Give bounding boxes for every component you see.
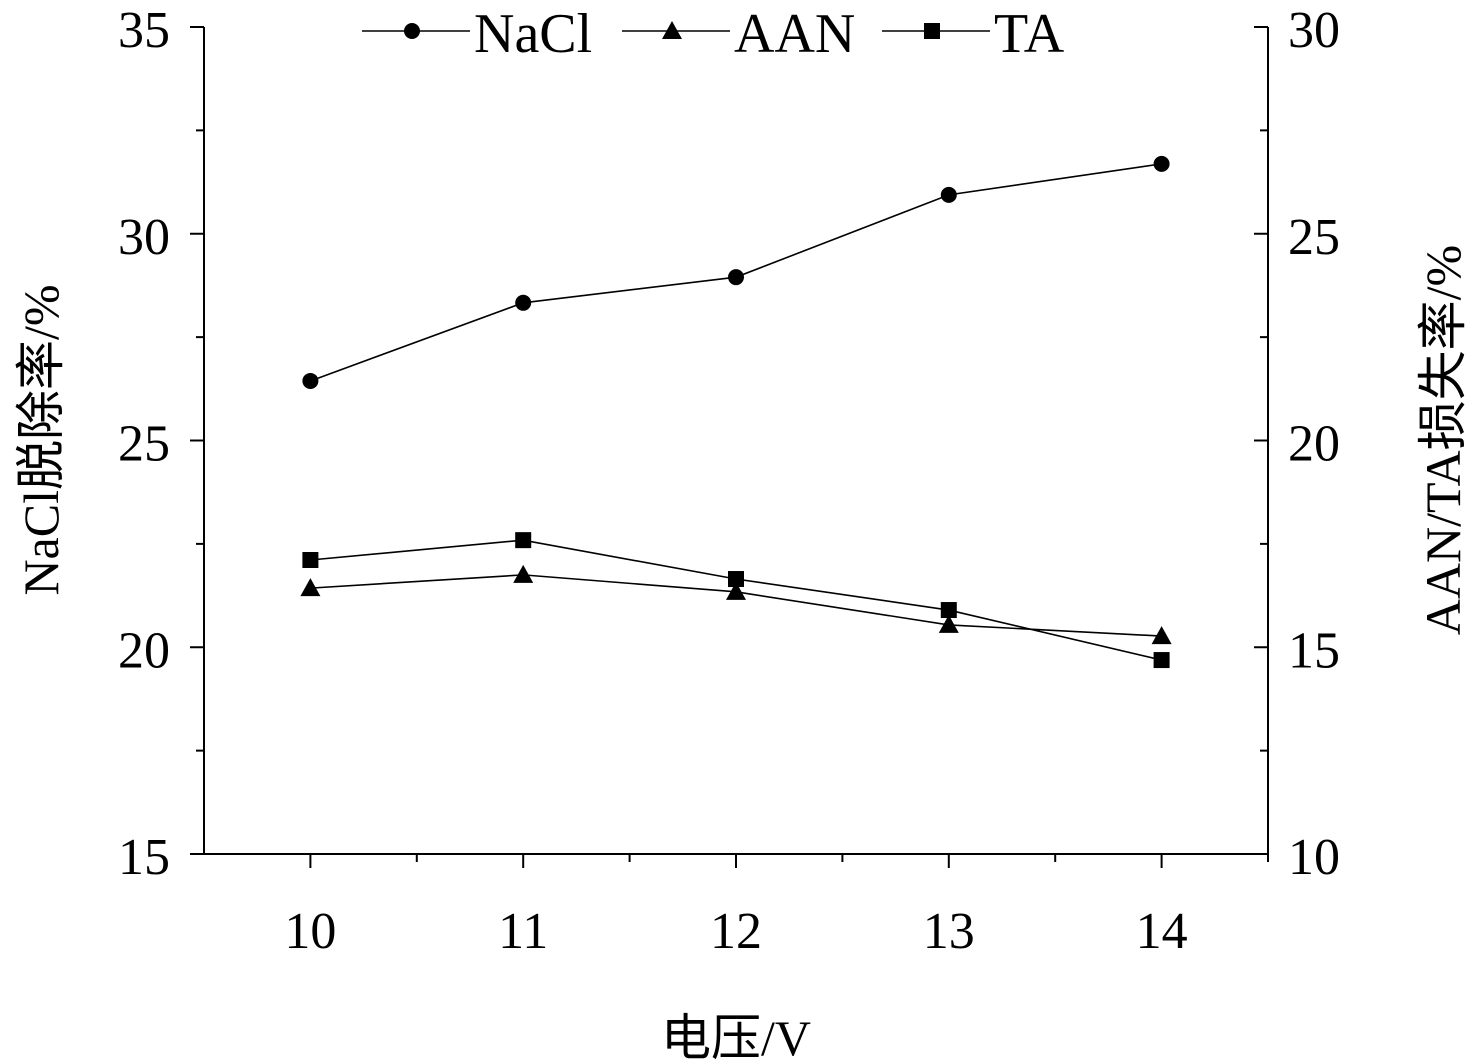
y-left-tick-label: 15 [118, 829, 170, 886]
data-point-ta [728, 571, 744, 588]
y-left-tick-label: 20 [118, 622, 170, 679]
legend-marker-circle [404, 23, 420, 39]
data-point-aan [938, 614, 959, 633]
y-right-tick-label: 20 [1288, 416, 1340, 473]
x-tick-label: 10 [284, 903, 336, 960]
series-nacl [302, 155, 1170, 389]
data-point-aan [300, 578, 321, 597]
y-axis-label-right: AAN/TA损失率/% [1415, 245, 1465, 635]
series-layer [300, 155, 1172, 669]
legend-item-aan: AAN [622, 3, 855, 65]
legend-item-nacl: NaCl [362, 3, 592, 65]
legend-marker-triangle [662, 21, 682, 39]
x-tick-label: 12 [710, 903, 762, 960]
legend-label: AAN [734, 3, 855, 65]
y-right-tick-label: 30 [1288, 2, 1340, 59]
legend-marker-square [924, 23, 940, 39]
series-line-ta [310, 539, 1162, 661]
y-right-tick-label: 15 [1288, 622, 1340, 679]
data-point-nacl [302, 372, 319, 389]
data-point-ta [940, 602, 957, 619]
axes: 10 11 12 13 14 15 20 25 30 35 10 15 20 25 30 [118, 2, 1340, 960]
x-tick-label: 11 [498, 903, 548, 960]
data-point-nacl [940, 186, 957, 203]
legend-label: TA [994, 3, 1065, 65]
y-left-tick-label: 30 [118, 209, 170, 266]
data-point-nacl [728, 269, 744, 286]
data-point-ta [302, 552, 319, 569]
legend-item-ta: TA [882, 3, 1065, 65]
x-tick-label: 14 [1136, 903, 1188, 960]
y-right-tick-label: 10 [1288, 829, 1340, 886]
y-left-tick-label: 25 [118, 416, 170, 473]
data-point-nacl [1153, 155, 1170, 172]
data-point-aan [726, 581, 746, 600]
y-axis-label-left: NaCl脱除率/% [13, 284, 69, 595]
legend-label: NaCl [474, 3, 592, 65]
series-ta [302, 532, 1170, 669]
legend: NaCl AAN TA [362, 3, 1065, 65]
series-aan [300, 564, 1172, 645]
x-tick-label: 13 [923, 903, 975, 960]
x-axis-label: 电压/V [661, 1010, 811, 1061]
data-point-nacl [515, 294, 532, 311]
y-right-tick-label: 25 [1288, 209, 1340, 266]
data-point-aan [513, 564, 534, 583]
data-point-ta [1153, 652, 1170, 669]
data-point-aan [1151, 626, 1172, 645]
y-left-tick-label: 35 [118, 2, 170, 59]
data-point-ta [515, 532, 532, 549]
